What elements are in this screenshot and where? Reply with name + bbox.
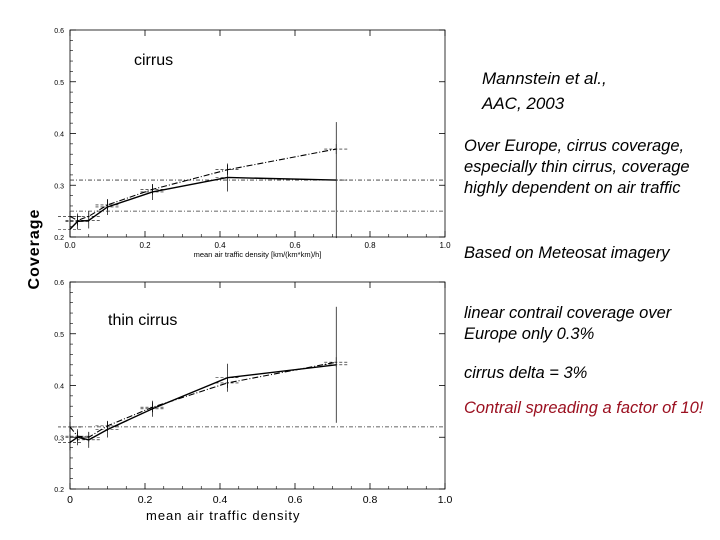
x-tick-label: 0.0 (64, 241, 76, 250)
y-tick-label: 0.6 (54, 280, 64, 287)
x-tick-label: 0.6 (288, 494, 303, 506)
note-cirrus-delta: cirrus delta = 3% (464, 364, 588, 382)
y-tick-label: 0.6 (54, 28, 64, 35)
x-tick-label: 0.6 (289, 241, 301, 250)
series-line-2 (69, 148, 337, 222)
y-tick-label: 0.4 (54, 384, 64, 391)
note-contrail-spreading: Contrail spreading a factor of 10! (464, 399, 704, 417)
panel-label-cirrus: cirrus (134, 52, 174, 69)
note-linear-contrail: linear contrail coverage over Europe onl… (464, 304, 672, 343)
x-tick-label: 0.2 (138, 494, 153, 506)
citation: Mannstein et al., AAC, 2003 (482, 66, 607, 116)
x-tick-label: 1.0 (438, 494, 453, 506)
y-tick-label: 0.3 (54, 435, 64, 442)
y-axis-label: Coverage (26, 208, 43, 290)
x-axis-label: mean air traffic density [km/(km*km)/h] (194, 250, 322, 259)
y-tick-label: 0.3 (54, 183, 64, 190)
x-tick-label: 0.8 (364, 241, 376, 250)
note-meteosat: Based on Meteosat imagery (464, 244, 670, 262)
x-tick-label: 0.8 (363, 494, 378, 506)
y-tick-label: 0.5 (54, 332, 64, 339)
y-tick-label: 0.2 (54, 235, 64, 242)
chart-panel-2: 0 0.2 0.4 0.6 0.8 1.00.20.30.40.50.6 (54, 280, 452, 506)
y-tick-label: 0.5 (54, 80, 64, 87)
x-tick-label: 1.0 (439, 241, 451, 250)
plot-frame (69, 29, 446, 238)
note-traffic: Over Europe, cirrus coverage, especially… (464, 137, 690, 197)
panel-label-thin-cirrus: thin cirrus (108, 312, 178, 329)
x-tick-label: 0.4 (213, 494, 228, 506)
x-axis-label-lower: mean air traffic density (146, 508, 301, 523)
y-tick-label: 0.2 (54, 487, 64, 494)
x-tick-label: 0.4 (214, 241, 226, 250)
series-line-1 (69, 176, 337, 230)
x-tick-label: 0 (67, 494, 73, 506)
series-line-2 (69, 361, 337, 438)
x-tick-label: 0.2 (139, 241, 151, 250)
series-line-1 (69, 364, 337, 444)
y-tick-label: 0.4 (54, 132, 64, 139)
citation-line-1: Mannstein et al., (482, 69, 607, 88)
citation-line-2: AAC, 2003 (482, 94, 565, 113)
